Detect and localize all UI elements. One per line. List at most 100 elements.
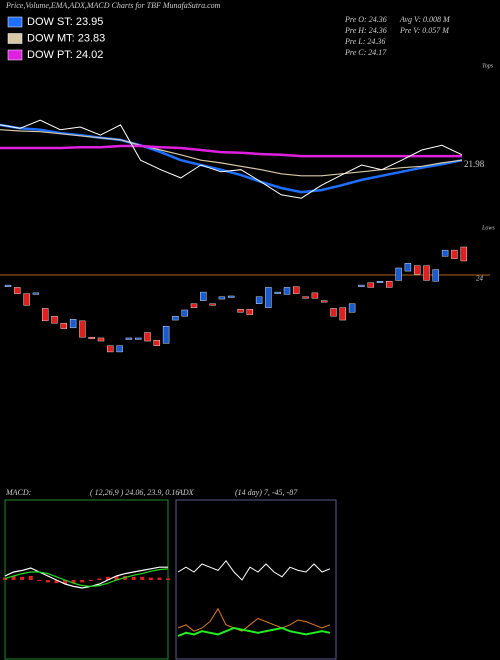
line — [4, 568, 169, 588]
candle-body — [4, 284, 12, 287]
histogram-bar — [80, 580, 85, 583]
candle-body — [218, 296, 226, 300]
info: Pre L: 24.36 — [344, 37, 385, 46]
chart-title: Price,Volume,EMA,ADX,MACD Charts for TBF… — [5, 1, 221, 10]
candle-body — [79, 320, 86, 338]
candle-body — [60, 322, 67, 329]
histogram-bar — [131, 576, 136, 580]
candle-body — [246, 308, 254, 315]
candle-body — [125, 337, 133, 340]
candle-body — [172, 315, 179, 321]
candle-body — [144, 332, 151, 342]
candle-body — [162, 326, 170, 344]
candle-body — [181, 309, 188, 317]
legend-label: DOW PT: 24.02 — [27, 49, 103, 61]
line — [177, 626, 331, 637]
histogram-bar — [63, 580, 68, 584]
panel — [175, 499, 337, 660]
candle-body — [460, 246, 467, 262]
candle-body — [51, 315, 58, 324]
histogram-bar — [140, 576, 145, 580]
candle-body — [423, 265, 430, 281]
histogram-bar — [166, 578, 170, 580]
panel-title: ADX — [177, 488, 195, 497]
info: Pre V: 0.057 M — [399, 26, 450, 35]
line — [0, 123, 463, 194]
line — [0, 119, 463, 199]
y-tick-label: 24 — [476, 275, 484, 283]
candle-body — [14, 287, 21, 294]
candle-body — [348, 303, 356, 313]
panel-params: (14 day) 7, -45, -87 — [235, 488, 298, 497]
candle-body — [227, 295, 235, 298]
candle-body — [432, 269, 439, 282]
legend-swatch — [7, 33, 23, 44]
info: Pre C: 24.17 — [344, 48, 387, 57]
candle-body — [265, 287, 272, 308]
candle-body — [367, 282, 374, 288]
info: Pre H: 24.36 — [344, 26, 387, 35]
candle-body — [153, 340, 161, 346]
histogram-bar — [157, 577, 162, 580]
candle-body — [395, 267, 402, 281]
histogram-bar — [54, 580, 59, 584]
legend-swatch — [7, 16, 23, 28]
legend-label: DOW ST: 23.95 — [27, 16, 103, 28]
annotation: Lows — [481, 225, 495, 231]
candle-body — [107, 345, 114, 353]
candle-body — [23, 293, 30, 306]
histogram-bar — [97, 578, 102, 580]
histogram-bar — [20, 576, 25, 580]
candle-body — [311, 292, 319, 299]
histogram-bar — [114, 576, 119, 580]
panel-title: MACD: — [5, 488, 32, 497]
candle-body — [134, 337, 142, 340]
histogram-bar — [71, 580, 76, 584]
candle-body — [441, 249, 449, 257]
candle-body — [414, 265, 421, 275]
candle-body — [97, 337, 105, 342]
candle-body — [209, 303, 216, 306]
candle-body — [404, 263, 412, 272]
candle-body — [255, 296, 263, 304]
annotation: 21.98 — [464, 159, 485, 169]
candle-body — [293, 286, 300, 294]
histogram-bar — [37, 580, 42, 581]
candle-body — [42, 308, 49, 322]
candle-body — [358, 284, 365, 287]
candle-body — [386, 281, 393, 288]
panel-params: ( 12,26,9 ) 24.06, 23.9, 0.16 — [90, 488, 179, 497]
candle-body — [200, 291, 207, 301]
histogram-bar — [88, 580, 93, 581]
histogram-bar — [105, 576, 110, 580]
line — [177, 607, 331, 632]
histogram-bar — [148, 577, 153, 580]
line — [0, 144, 462, 158]
candle-body — [237, 308, 244, 313]
info: Avg V: 0.008 M — [399, 15, 451, 24]
candle-body — [339, 307, 346, 321]
candle-body — [116, 345, 123, 353]
candle-body — [88, 336, 95, 339]
histogram-bar — [28, 576, 33, 580]
candle-body — [69, 319, 77, 329]
legend-label: DOW MT: 23.83 — [27, 32, 105, 44]
line — [177, 559, 331, 581]
candle-body — [190, 303, 198, 308]
candle-body — [376, 281, 384, 283]
line — [4, 566, 168, 589]
histogram-bar — [3, 577, 7, 580]
candle-body — [321, 300, 328, 303]
histogram-bar — [45, 580, 50, 583]
legend-swatch — [7, 49, 23, 61]
candle-body — [302, 296, 309, 299]
info: Pre O: 24.36 — [344, 15, 387, 24]
candle-body — [283, 287, 291, 295]
candle-body — [32, 292, 40, 295]
candle-body — [274, 291, 281, 294]
histogram-bar — [11, 576, 16, 580]
annotation: Tops — [482, 63, 494, 69]
line — [0, 129, 463, 177]
